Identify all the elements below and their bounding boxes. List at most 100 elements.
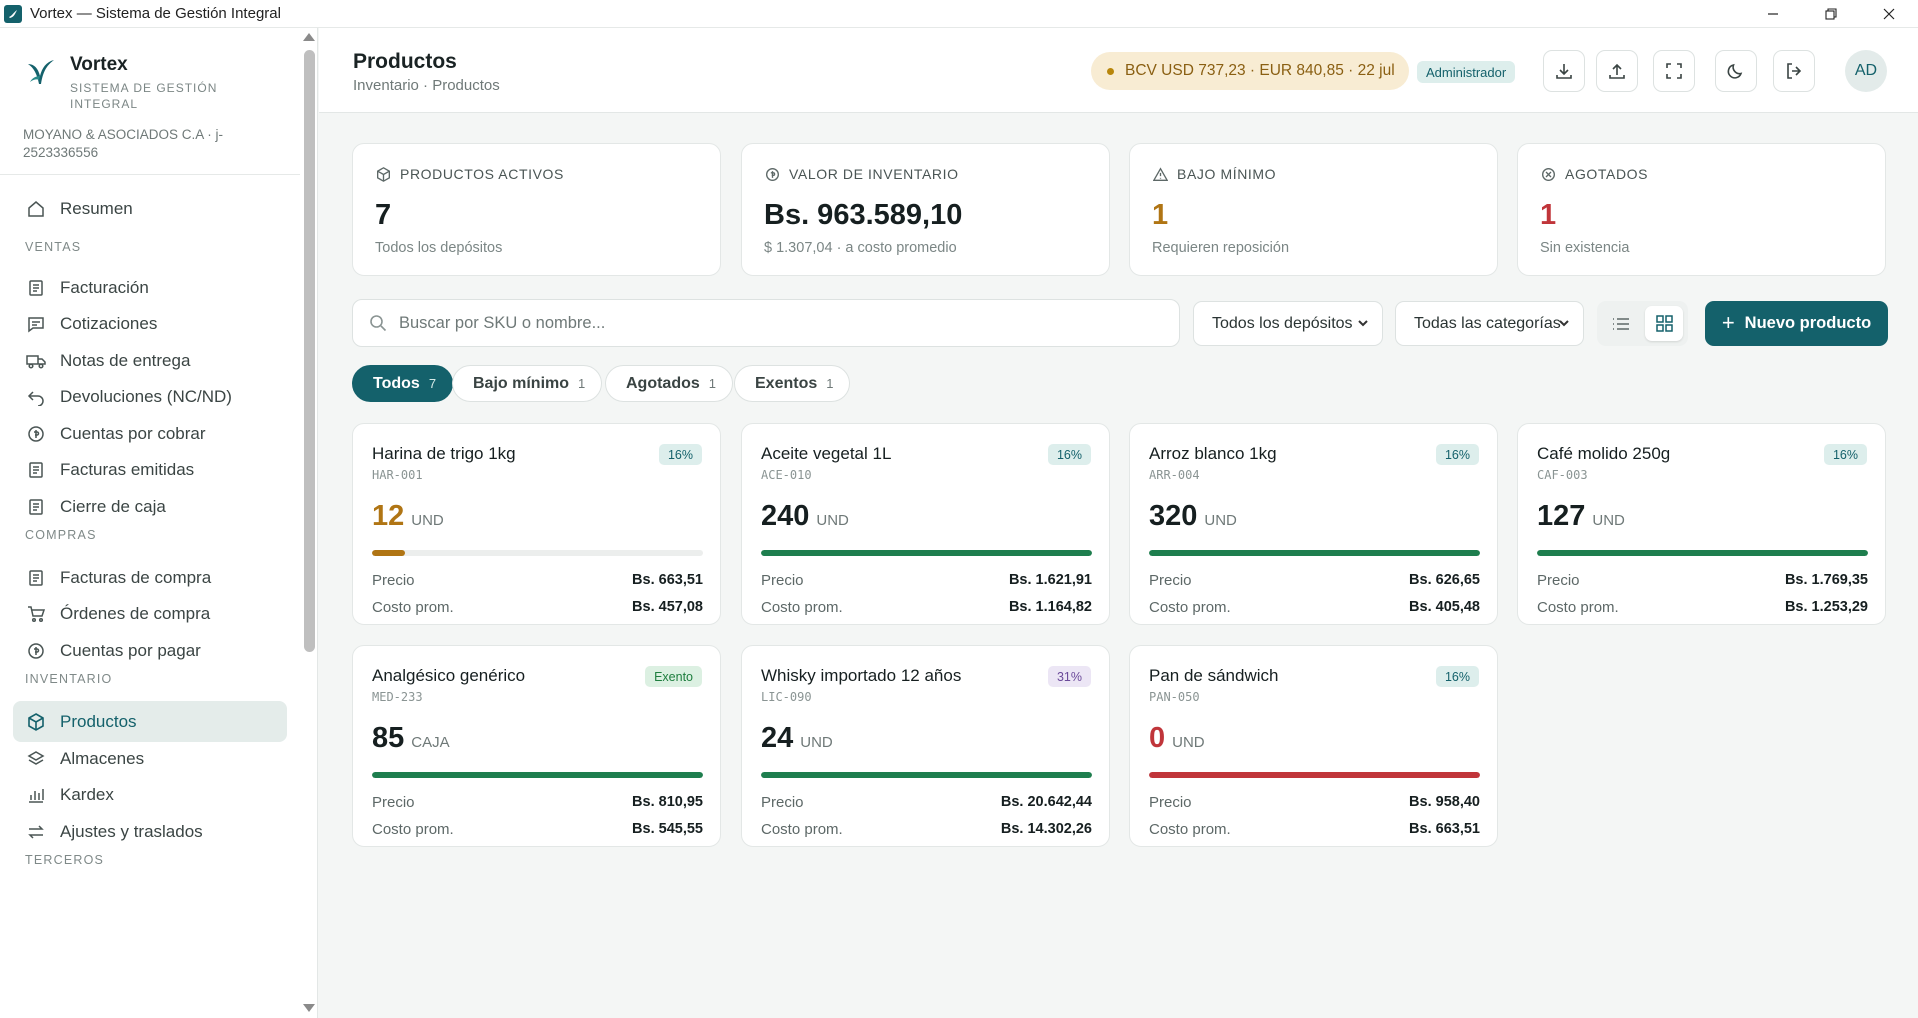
sidebar-item-ordenes-de-compra[interactable]: Órdenes de compra (13, 593, 287, 634)
sidebar-item-kardex[interactable]: Kardex (13, 774, 287, 815)
filter-chip-todos[interactable]: Todos 7 (352, 365, 454, 402)
cost-row: Costo prom. Bs. 14.302,26 (761, 821, 1092, 838)
sidebar-item-label: Devoluciones (NC/ND) (60, 386, 232, 406)
upload-button[interactable] (1596, 50, 1638, 92)
sidebar-item-notas-de-entrega[interactable]: Notas de entrega (13, 340, 287, 381)
filter-chip-label: Exentos (755, 374, 818, 392)
product-card[interactable]: Café molido 250g CAF-003 16% 127 UND Prec… (1517, 423, 1886, 625)
warehouse-select[interactable]: Todos los depósitos (1193, 301, 1383, 346)
product-sku: LIC-090 (761, 690, 812, 704)
cost-row: Costo prom. Bs. 405,48 (1149, 599, 1480, 616)
plus-icon: + (1721, 309, 1735, 335)
scroll-up-arrow-icon[interactable] (303, 33, 315, 41)
stat-label: VALOR DE INVENTARIO (789, 166, 959, 182)
sidebar-item-label: Notas de entrega (60, 350, 191, 370)
product-card[interactable]: Aceite vegetal 1L ACE-010 16% 240 UND Pre… (741, 423, 1110, 625)
search-input[interactable] (399, 313, 1159, 333)
minimize-button[interactable] (1744, 0, 1802, 28)
sidebar-item-almacenes[interactable]: Almacenes (13, 738, 287, 779)
logout-button[interactable] (1773, 50, 1815, 92)
cash-register-icon (26, 497, 46, 517)
quantity-unit: UND (1172, 734, 1205, 751)
download-button[interactable] (1543, 50, 1585, 92)
sidebar-item-cierre-de-caja[interactable]: Cierre de caja (13, 486, 287, 527)
search-box[interactable] (352, 299, 1180, 347)
product-card[interactable]: Harina de trigo 1kg HAR-001 16% 12 UND Pr… (352, 423, 721, 625)
avatar[interactable]: AD (1845, 50, 1887, 92)
product-card[interactable]: Analgésico genérico MED-233 Exento 85 CAJ… (352, 645, 721, 847)
stat-subtitle: Sin existencia (1540, 240, 1630, 256)
cost-row: Costo prom. Bs. 663,51 (1149, 821, 1480, 838)
product-card[interactable]: Whisky importado 12 años LIC-090 31% 24 U… (741, 645, 1110, 847)
filter-chip-agotados[interactable]: Agotados 1 (605, 365, 734, 402)
filter-chip-count: 1 (708, 376, 717, 391)
tax-badge: Exento (645, 666, 702, 687)
product-card[interactable]: Arroz blanco 1kg ARR-004 16% 320 UND Prec… (1129, 423, 1498, 625)
quantity-value: 24 (761, 722, 794, 754)
scroll-down-arrow-icon[interactable] (303, 1004, 315, 1012)
sidebar-item-cotizaciones[interactable]: Cotizaciones (13, 303, 287, 344)
close-window-button[interactable] (1860, 0, 1918, 28)
price-label: Precio (761, 794, 804, 811)
quantity-value: 0 (1149, 722, 1166, 754)
stock-bar-fill (372, 550, 406, 556)
stock-bar-fill (761, 772, 1092, 778)
list-view-button[interactable] (1602, 306, 1640, 341)
sidebar-item-cuentas-por-pagar[interactable]: Cuentas por pagar (13, 630, 287, 671)
stat-card-productos-activos: PRODUCTOS ACTIVOS 7 Todos los depósitos (352, 143, 721, 276)
price-row: Precio Bs. 20.642,44 (761, 794, 1092, 811)
product-quantity: 320 UND (1149, 500, 1237, 533)
sidebar-item-devoluciones[interactable]: Devoluciones (NC/ND) (13, 376, 287, 417)
sidebar-item-resumen[interactable]: Resumen (13, 188, 287, 229)
new-product-button[interactable]: + Nuevo producto (1705, 301, 1888, 346)
category-select[interactable]: Todas las categorías (1395, 301, 1584, 346)
nav-section-ventas: VENTAS (25, 240, 82, 254)
product-sku: ARR-004 (1149, 468, 1200, 482)
truck-icon (26, 351, 46, 371)
window-titlebar: Vortex — Sistema de Gestión Integral (0, 0, 1918, 28)
stock-bar (372, 772, 703, 778)
stock-bar-fill (1149, 550, 1480, 556)
product-quantity: 0 UND (1149, 722, 1205, 755)
sidebar-item-facturas-de-compra[interactable]: Facturas de compra (13, 557, 287, 598)
vortex-logo-icon (28, 60, 54, 84)
sidebar-item-ajustes-y-traslados[interactable]: Ajustes y traslados (13, 811, 287, 852)
product-card[interactable]: Pan de sándwich PAN-050 16% 0 UND Precio B… (1129, 645, 1498, 847)
dark-mode-button[interactable] (1715, 50, 1757, 92)
category-select-value: Todas las categorías (1414, 314, 1561, 332)
sidebar-item-label: Almacenes (60, 748, 145, 768)
tax-badge: 16% (1047, 444, 1091, 465)
filter-chip-bajo-minimo[interactable]: Bajo mínimo 1 (452, 365, 603, 402)
sidebar-scroll-thumb[interactable] (304, 50, 315, 652)
grid-icon (1655, 315, 1673, 332)
search-icon (369, 314, 387, 332)
sidebar-item-label: Cotizaciones (60, 313, 158, 333)
sidebar-item-facturas-emitidas[interactable]: Facturas emitidas (13, 449, 287, 490)
breadcrumb: Inventario · Productos (353, 77, 500, 94)
sidebar-item-facturacion[interactable]: Facturación (13, 267, 287, 308)
restore-button[interactable] (1802, 0, 1860, 28)
sidebar-item-cuentas-por-cobrar[interactable]: Cuentas por cobrar (13, 413, 287, 454)
stat-card-agotados: AGOTADOS 1 Sin existencia (1517, 143, 1886, 276)
moon-icon (1727, 63, 1743, 79)
quantity-unit: UND (800, 734, 833, 751)
new-product-label: Nuevo producto (1744, 314, 1872, 332)
document-icon (26, 460, 46, 480)
price-row: Precio Bs. 810,95 (372, 794, 703, 811)
stat-label: PRODUCTOS ACTIVOS (400, 166, 564, 182)
home-icon (26, 199, 46, 219)
sidebar-item-productos[interactable]: Productos (13, 701, 287, 742)
product-name: Aceite vegetal 1L (761, 444, 892, 463)
grid-view-button[interactable] (1645, 306, 1683, 341)
cost-label: Costo prom. (1537, 599, 1619, 616)
fullscreen-button[interactable] (1653, 50, 1695, 92)
list-icon (1613, 317, 1629, 330)
quantity-unit: CAJA (411, 734, 450, 751)
role-badge: Administrador (1417, 61, 1516, 83)
exchange-rate-badge: BCV USD 737,23 · EUR 840,85 · 22 jul (1091, 52, 1409, 90)
stock-bar (372, 550, 703, 556)
price-row: Precio Bs. 626,65 (1149, 572, 1480, 589)
company-info: MOYANO & ASOCIADOS C.A · j-2523336556 (23, 127, 224, 160)
stat-card-valor-inventario: VALOR DE INVENTARIO Bs. 963.589,10 $ 1.3… (741, 143, 1110, 276)
filter-chip-exentos[interactable]: Exentos 1 (734, 365, 851, 402)
